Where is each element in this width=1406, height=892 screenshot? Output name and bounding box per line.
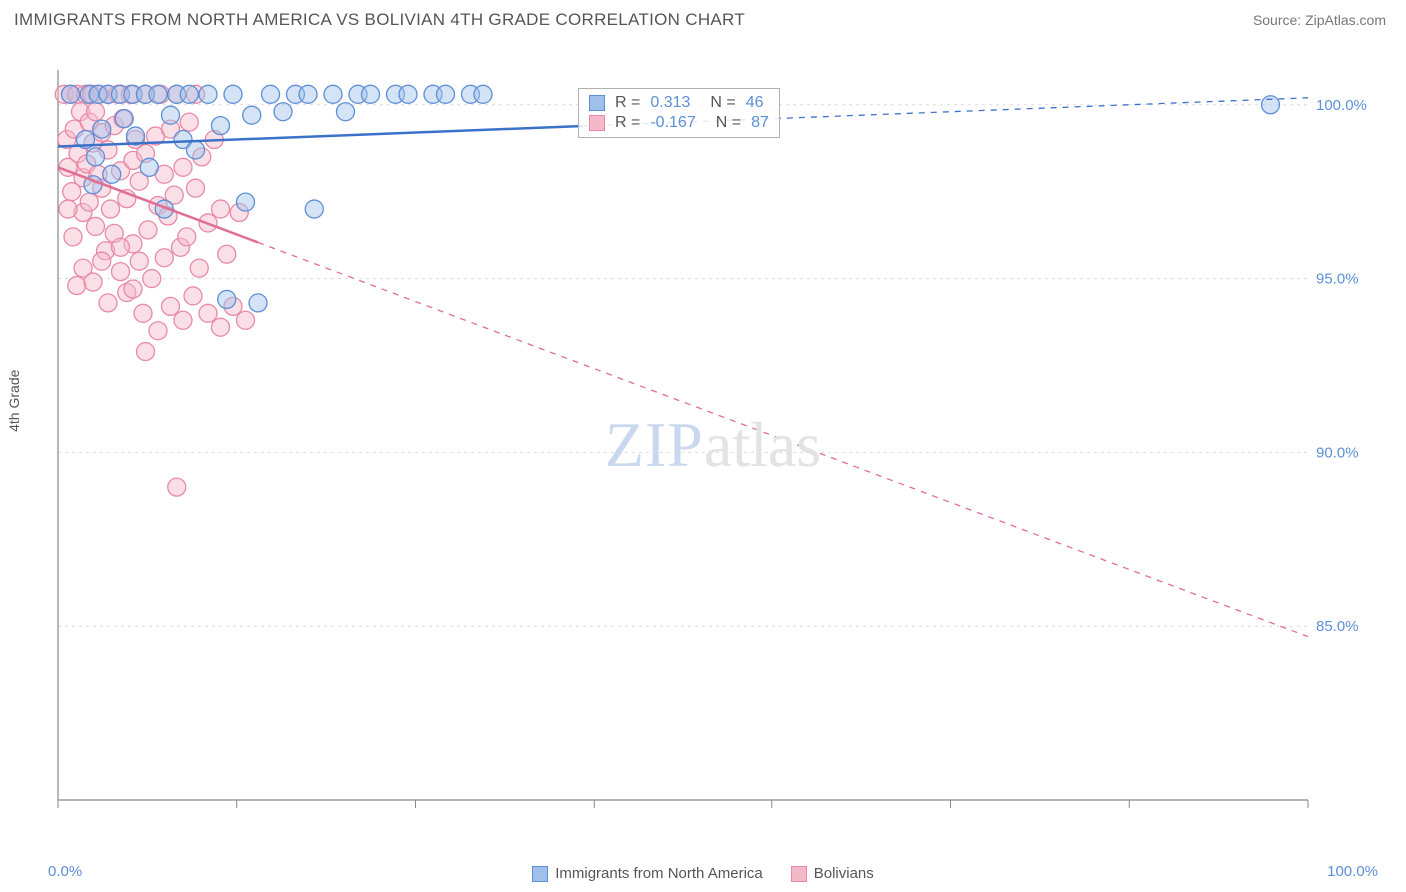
data-point: [134, 304, 152, 322]
data-point: [190, 259, 208, 277]
swatch-icon: [589, 115, 605, 131]
data-point: [324, 85, 342, 103]
swatch-icon: [589, 95, 605, 111]
data-point: [262, 85, 280, 103]
chart-area: 4th Grade 85.0%90.0%95.0%100.0% ZIPatlas…: [18, 40, 1388, 870]
source-label: Source: ZipAtlas.com: [1253, 12, 1386, 28]
data-point: [115, 110, 133, 128]
data-point: [299, 85, 317, 103]
data-point: [59, 200, 77, 218]
data-point: [199, 85, 217, 103]
data-point: [87, 148, 105, 166]
correlation-row: R = -0.167N = 87: [589, 113, 769, 133]
data-point: [112, 238, 130, 256]
data-point: [199, 304, 217, 322]
data-point: [174, 158, 192, 176]
data-point: [80, 193, 98, 211]
data-point: [87, 217, 105, 235]
y-tick-label: 90.0%: [1316, 444, 1359, 461]
correlation-row: R = 0.313N = 46: [589, 93, 769, 113]
data-point: [143, 270, 161, 288]
data-point: [149, 85, 167, 103]
data-point: [180, 113, 198, 131]
data-point: [212, 200, 230, 218]
legend-label: Immigrants from North America: [555, 865, 763, 882]
y-axis-label: 4th Grade: [6, 370, 22, 432]
data-point: [155, 249, 173, 267]
data-point: [137, 343, 155, 361]
legend-item: Immigrants from North America: [532, 865, 763, 882]
data-point: [139, 221, 157, 239]
swatch-icon: [791, 866, 807, 882]
data-point: [187, 141, 205, 159]
y-tick-label: 100.0%: [1316, 97, 1367, 114]
data-point: [124, 280, 142, 298]
data-point: [112, 263, 130, 281]
data-point: [437, 85, 455, 103]
data-point: [187, 179, 205, 197]
data-point: [93, 120, 111, 138]
data-point: [237, 193, 255, 211]
scatter-plot-svg: 85.0% 90.0% 95.0% 100.0%: [48, 60, 1378, 830]
header-row: IMMIGRANTS FROM NORTH AMERICA VS BOLIVIA…: [0, 0, 1406, 40]
data-point: [162, 297, 180, 315]
data-point: [140, 158, 158, 176]
regression-line-dashed: [258, 242, 1308, 636]
data-point: [399, 85, 417, 103]
data-point: [337, 103, 355, 121]
data-point: [168, 478, 186, 496]
data-point: [180, 85, 198, 103]
data-point: [162, 106, 180, 124]
data-point: [305, 200, 323, 218]
data-point: [243, 106, 261, 124]
data-point: [362, 85, 380, 103]
data-point: [102, 200, 120, 218]
chart-title: IMMIGRANTS FROM NORTH AMERICA VS BOLIVIA…: [14, 10, 745, 30]
data-point: [1262, 96, 1280, 114]
data-point: [212, 318, 230, 336]
correlation-legend-box: R = 0.313N = 46R = -0.167N = 87: [578, 88, 780, 138]
data-point: [474, 85, 492, 103]
data-point: [62, 85, 80, 103]
data-point: [218, 290, 236, 308]
data-point: [64, 228, 82, 246]
data-point: [174, 311, 192, 329]
data-point: [130, 252, 148, 270]
legend-item: Bolivians: [791, 865, 874, 882]
series-legend: Immigrants from North America Bolivians: [18, 865, 1388, 882]
data-point: [218, 245, 236, 263]
data-point: [68, 277, 86, 295]
data-point: [149, 322, 167, 340]
data-point: [224, 85, 242, 103]
legend-label: Bolivians: [814, 865, 874, 882]
plot-area: 85.0%90.0%95.0%100.0% ZIPatlas R = 0.313…: [48, 60, 1378, 830]
data-point: [212, 117, 230, 135]
data-point: [184, 287, 202, 305]
data-point: [93, 252, 111, 270]
swatch-icon: [532, 866, 548, 882]
y-tick-label: 95.0%: [1316, 271, 1359, 288]
data-point: [249, 294, 267, 312]
data-point: [178, 228, 196, 246]
y-tick-label: 85.0%: [1316, 618, 1359, 635]
data-point: [87, 103, 105, 121]
data-point: [99, 294, 117, 312]
data-point: [237, 311, 255, 329]
data-point: [274, 103, 292, 121]
data-point: [103, 165, 121, 183]
data-point: [84, 273, 102, 291]
